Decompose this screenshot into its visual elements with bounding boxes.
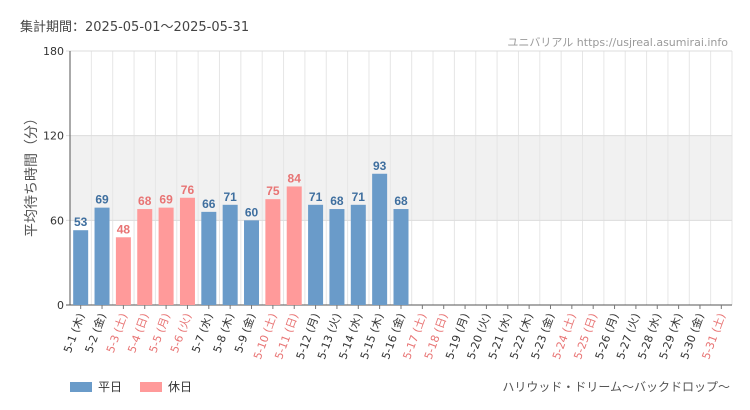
bar-value-label: 71 — [352, 190, 366, 204]
legend-swatch-weekday — [70, 381, 92, 392]
chart-legend: 平日 休日 — [70, 378, 210, 395]
bar — [244, 220, 260, 305]
bar-value-label: 71 — [309, 190, 323, 204]
y-tick-label: 0 — [57, 299, 64, 312]
bar — [158, 207, 174, 305]
bar — [94, 207, 110, 305]
bar-value-label: 68 — [394, 194, 408, 208]
bar — [393, 209, 409, 305]
bar — [286, 186, 302, 305]
bar-value-label: 68 — [330, 194, 344, 208]
bar-value-label: 93 — [373, 159, 387, 173]
bar — [222, 204, 238, 305]
bar-value-label: 68 — [138, 194, 152, 208]
y-tick-label: 60 — [50, 214, 64, 227]
legend-swatch-holiday — [140, 381, 163, 392]
bar — [137, 209, 153, 305]
bar — [329, 209, 345, 305]
legend-label-holiday: 休日 — [168, 380, 193, 394]
legend-label-weekday: 平日 — [98, 380, 123, 394]
bar — [179, 197, 195, 305]
site-watermark: ユニバリアル https://usjreal.asumirai.info — [507, 36, 728, 49]
bar — [372, 173, 388, 305]
bar-value-label: 84 — [288, 171, 302, 185]
bar-value-label: 53 — [74, 215, 88, 229]
legend-item-weekday: 平日 — [70, 378, 122, 395]
y-tick-label: 180 — [43, 45, 64, 58]
bar — [265, 199, 281, 305]
bar-value-label: 71 — [223, 190, 237, 204]
attraction-name: ハリウッド・ドリーム〜バックドロップ〜 — [502, 380, 730, 394]
bar — [115, 237, 131, 305]
legend-item-holiday: 休日 — [140, 378, 192, 395]
period-label: 集計期間：2025-05-01〜2025-05-31 — [20, 20, 250, 35]
bar-value-label: 48 — [117, 222, 131, 236]
bar-value-label: 69 — [95, 193, 109, 207]
bar-value-label: 66 — [202, 197, 216, 211]
bar — [308, 204, 324, 305]
bar-value-label: 60 — [245, 205, 259, 219]
y-tick-label: 120 — [43, 130, 64, 143]
bar — [201, 211, 217, 305]
bar-value-label: 76 — [181, 183, 195, 197]
bar-value-label: 69 — [159, 193, 173, 207]
y-axis-title: 平均待ち時間（分） — [24, 111, 40, 237]
bar — [73, 230, 89, 305]
bar-value-label: 75 — [266, 184, 280, 198]
bar — [350, 204, 366, 305]
